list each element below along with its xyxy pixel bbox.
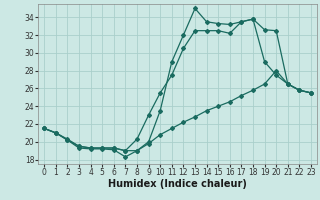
X-axis label: Humidex (Indice chaleur): Humidex (Indice chaleur) (108, 179, 247, 189)
